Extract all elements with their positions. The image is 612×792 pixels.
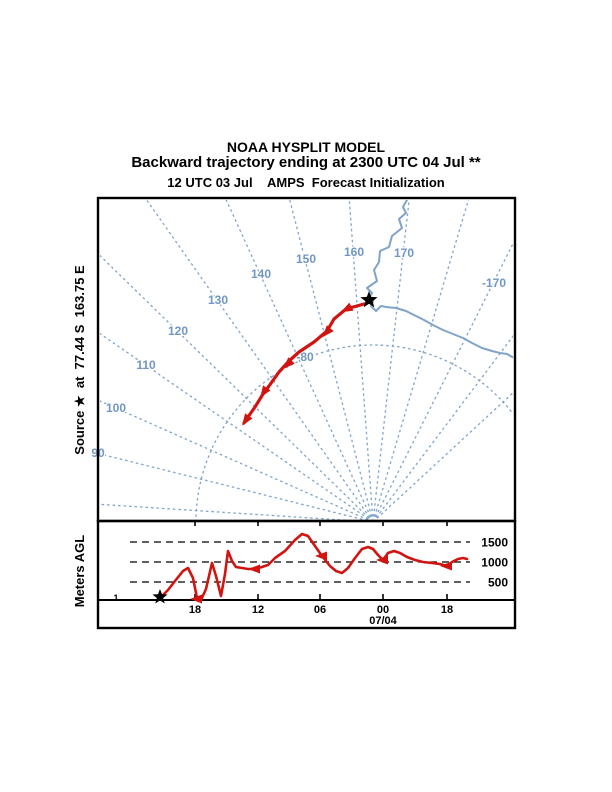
source-star-icon	[360, 291, 378, 308]
meridian-label: 170	[394, 246, 414, 260]
meridian-line	[372, 200, 470, 520]
antarctic-coastline	[366, 200, 513, 359]
trajectory-ending-title: Backward trajectory ending at 2300 UTC 0…	[131, 154, 481, 171]
axis-mini-label: 1	[113, 593, 118, 603]
profile-time-marker	[190, 594, 202, 604]
coastline-layer	[366, 200, 513, 359]
height-gridline-label: 500	[488, 576, 508, 590]
trajectory-time-marker	[242, 413, 253, 426]
meridian-line	[374, 391, 513, 520]
trajectory-time-marker	[340, 302, 354, 313]
trajectory-time-marker	[260, 385, 271, 398]
time-tick-label: 00	[377, 604, 389, 616]
meridian-label: 140	[251, 267, 271, 281]
meridian-line	[100, 332, 372, 520]
meridian-line	[373, 242, 513, 520]
meridian-line	[100, 254, 372, 520]
meridian-line	[145, 200, 373, 520]
meridian-label: 150	[296, 252, 316, 266]
profile-start-star-icon	[152, 589, 168, 604]
meridian-label: 130	[208, 293, 228, 307]
profile-time-marker	[376, 555, 388, 565]
meridian-line	[100, 453, 368, 520]
meridian-label: -170	[482, 276, 506, 290]
map-graticule	[100, 200, 513, 520]
meridian-label: 110	[136, 358, 156, 372]
meridian-line	[225, 200, 373, 520]
meridian-line	[100, 400, 371, 520]
time-tick-label: 06	[314, 604, 326, 616]
model-title: NOAA HYSPLIT MODEL	[226, 139, 386, 155]
meridian-line	[289, 200, 374, 520]
meridian-line	[348, 200, 374, 520]
trajectory-time-marker	[283, 357, 295, 369]
initialization-subtitle: 12 UTC 03 Jul AMPS Forecast Initializati…	[167, 175, 445, 190]
time-tick-label: 12	[252, 604, 264, 616]
profile-time-marker	[440, 561, 452, 571]
height-profile-layer: 1500 1000 500 18 12 06 00 18 07/04 1	[98, 521, 515, 627]
profile-time-marker	[315, 551, 327, 561]
meridian-line	[100, 503, 353, 520]
height-gridline-label: 1000	[481, 556, 508, 570]
panel-frames	[96, 196, 517, 630]
date-label: 07/04	[369, 615, 397, 627]
trajectory-time-marker	[322, 325, 334, 338]
meridian-label: 100	[106, 401, 126, 415]
profile-frame	[96, 519, 517, 630]
meridian-label: 160	[344, 245, 364, 259]
time-tick-label: 18	[189, 604, 201, 616]
height-profile-line	[158, 532, 469, 602]
height-gridline-label: 1500	[481, 536, 508, 550]
profile-time-marker	[248, 564, 260, 574]
map-trajectory-layer	[242, 291, 378, 426]
time-tick-label: 18	[441, 604, 453, 616]
meridian-line	[373, 335, 513, 520]
meridian-label: 120	[168, 324, 188, 338]
